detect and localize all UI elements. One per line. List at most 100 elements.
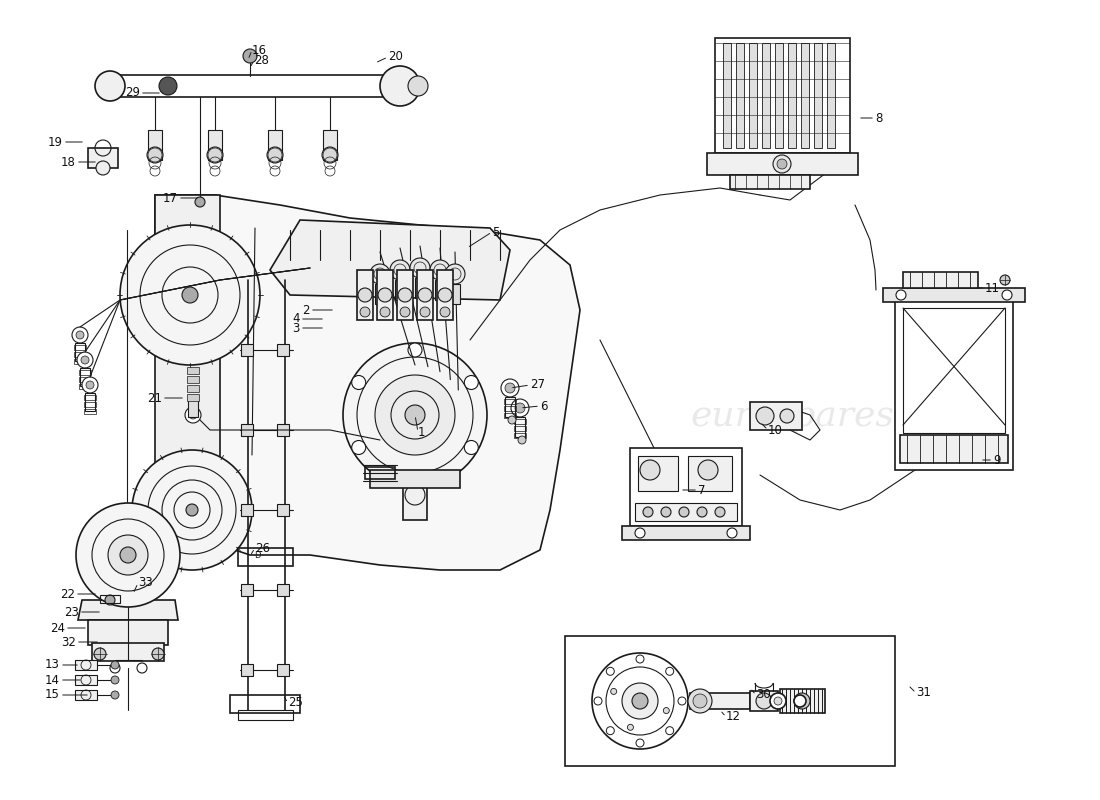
Bar (437, 270, 453, 320)
Circle shape (182, 287, 198, 303)
Circle shape (418, 288, 432, 302)
Bar (238, 710, 293, 720)
Circle shape (400, 307, 410, 317)
Circle shape (632, 693, 648, 709)
Circle shape (398, 288, 412, 302)
Circle shape (774, 697, 782, 705)
Bar (688, 456, 732, 491)
Bar (397, 270, 412, 320)
Bar (79, 384, 91, 389)
Bar (434, 280, 446, 300)
Circle shape (375, 375, 455, 455)
Circle shape (727, 528, 737, 538)
Bar (750, 402, 802, 430)
Bar (238, 548, 293, 566)
Bar (415, 278, 425, 298)
Circle shape (132, 450, 252, 570)
Bar (80, 368, 90, 386)
Circle shape (370, 264, 390, 284)
Text: eurospares: eurospares (195, 399, 399, 433)
Bar (377, 270, 393, 320)
Circle shape (379, 307, 390, 317)
Circle shape (500, 379, 519, 397)
Bar (187, 376, 199, 383)
Circle shape (635, 528, 645, 538)
Circle shape (780, 409, 794, 423)
Bar (749, 43, 757, 148)
Circle shape (207, 147, 223, 163)
Text: 4: 4 (293, 313, 300, 326)
Circle shape (76, 503, 180, 607)
Bar (75, 690, 97, 700)
Text: 29: 29 (125, 86, 140, 99)
Bar (827, 43, 835, 148)
Text: 22: 22 (60, 587, 75, 601)
Circle shape (104, 595, 116, 605)
Bar (88, 148, 118, 168)
Bar (621, 526, 750, 540)
Circle shape (518, 436, 526, 444)
Text: 31: 31 (916, 686, 931, 699)
Text: 14: 14 (45, 674, 60, 686)
Circle shape (189, 411, 197, 419)
Bar (630, 448, 742, 526)
Bar (514, 419, 526, 424)
Circle shape (111, 661, 119, 669)
Text: 19: 19 (48, 135, 63, 149)
Circle shape (505, 383, 515, 393)
Bar (900, 435, 1008, 463)
Bar (370, 470, 460, 488)
Bar (565, 636, 895, 766)
Text: D: D (254, 550, 261, 559)
Bar (715, 38, 850, 153)
Circle shape (410, 258, 430, 278)
Bar (504, 406, 516, 411)
Circle shape (405, 405, 425, 425)
Circle shape (408, 76, 428, 96)
Bar (903, 272, 978, 288)
Bar (504, 413, 516, 418)
Bar (241, 504, 253, 516)
Text: 9: 9 (993, 454, 1001, 466)
Polygon shape (155, 195, 220, 560)
Bar (358, 270, 373, 320)
Bar (74, 345, 86, 350)
Bar (395, 280, 405, 300)
Circle shape (640, 460, 660, 480)
Bar (635, 503, 737, 521)
Bar (79, 370, 91, 375)
Bar (75, 675, 97, 685)
Text: 13: 13 (45, 658, 60, 671)
Circle shape (111, 691, 119, 699)
Bar (74, 359, 86, 364)
Bar (903, 308, 1005, 433)
Circle shape (688, 689, 712, 713)
Bar (776, 43, 783, 148)
Circle shape (610, 689, 617, 694)
Text: 2: 2 (302, 303, 310, 317)
Circle shape (243, 49, 257, 63)
Bar (638, 456, 678, 491)
Text: 6: 6 (540, 399, 548, 413)
Bar (883, 288, 1025, 302)
Bar (514, 433, 526, 438)
Circle shape (352, 441, 365, 454)
Circle shape (360, 307, 370, 317)
Bar (277, 504, 289, 516)
Bar (187, 385, 199, 392)
Bar (241, 584, 253, 596)
Circle shape (438, 288, 452, 302)
Bar (241, 424, 253, 436)
Circle shape (1000, 275, 1010, 285)
Circle shape (430, 260, 450, 280)
Bar (277, 664, 289, 676)
Polygon shape (78, 600, 178, 620)
Bar (113, 75, 403, 97)
Bar (515, 417, 525, 437)
Bar (730, 175, 810, 189)
Bar (75, 343, 85, 361)
Circle shape (794, 695, 806, 707)
Circle shape (76, 331, 84, 339)
Circle shape (440, 307, 450, 317)
Circle shape (147, 147, 163, 163)
